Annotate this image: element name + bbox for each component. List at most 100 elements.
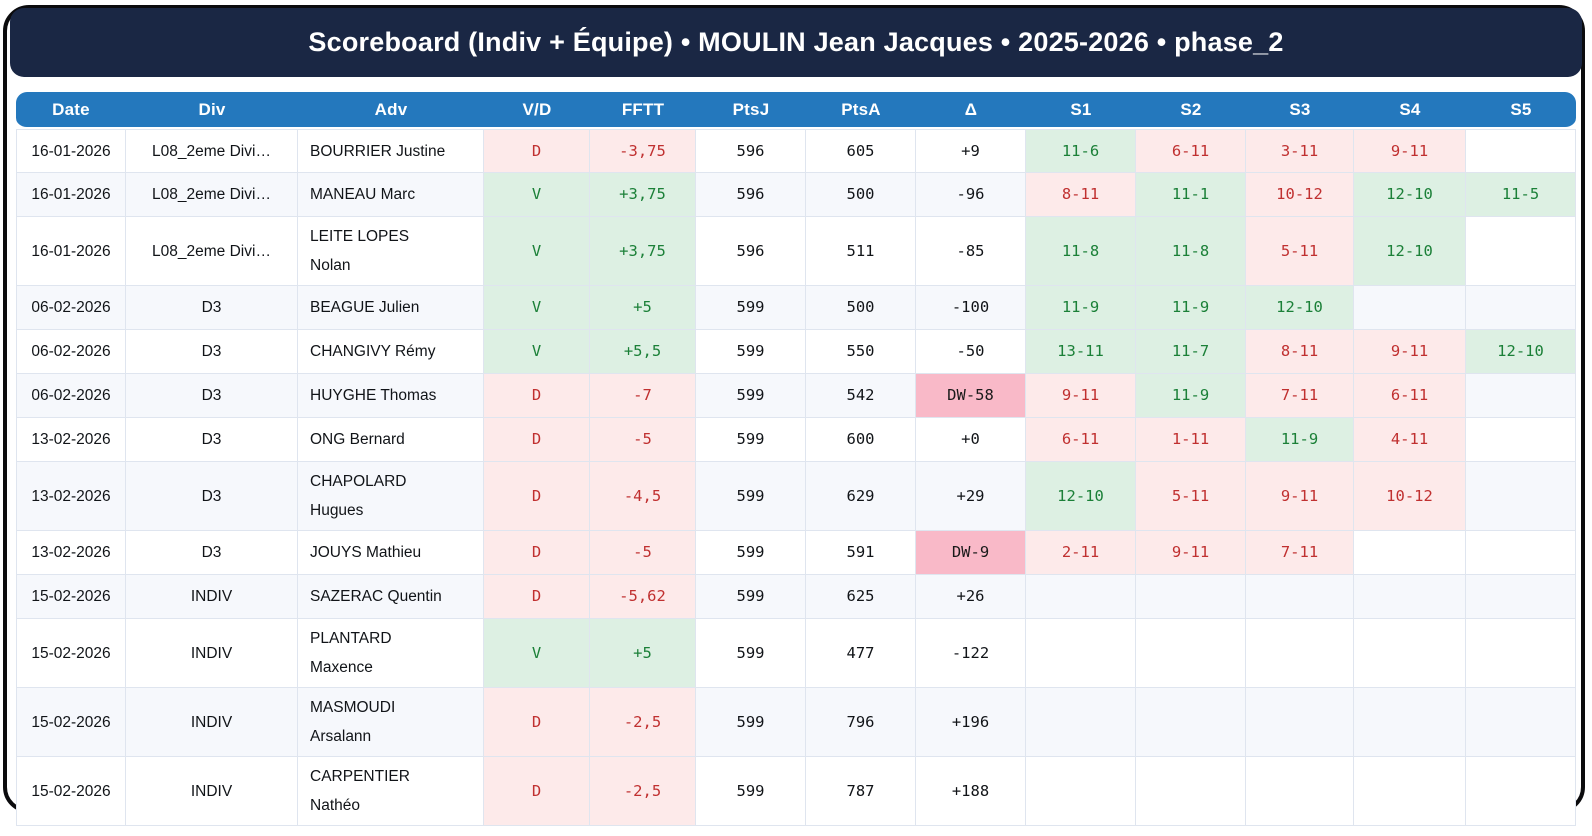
- set3-score-cell: [1246, 688, 1354, 757]
- points-adversary-cell: 477: [806, 619, 916, 688]
- adversary-cell: CHAPOLARD Hugues: [298, 462, 484, 531]
- set4-score-cell: 4-11: [1354, 418, 1466, 462]
- date-cell: 13-02-2026: [16, 531, 126, 575]
- delta-cell: +26: [916, 575, 1026, 619]
- date-cell: 06-02-2026: [16, 374, 126, 418]
- division-cell: L08_2eme Divi…: [126, 129, 298, 173]
- table-row: 15-02-2026 INDIV CARPENTIER Nathéo D -2,…: [16, 757, 1576, 826]
- set1-score-cell: [1026, 575, 1136, 619]
- set3-score-cell: [1246, 757, 1354, 826]
- points-played-cell: 599: [696, 462, 806, 531]
- set5-score-cell: 12-10: [1466, 330, 1576, 374]
- points-adversary-cell: 542: [806, 374, 916, 418]
- adversary-cell: SAZERAC Quentin: [298, 575, 484, 619]
- set5-score-cell: [1466, 619, 1576, 688]
- fftt-points-cell: +3,75: [590, 173, 696, 217]
- column-header: S1: [1026, 92, 1136, 129]
- points-adversary-cell: 629: [806, 462, 916, 531]
- points-played-cell: 599: [696, 531, 806, 575]
- fftt-points-cell: -5: [590, 531, 696, 575]
- set4-score-cell: 9-11: [1354, 330, 1466, 374]
- column-header: S2: [1136, 92, 1246, 129]
- delta-cell: -50: [916, 330, 1026, 374]
- result-cell: V: [484, 619, 590, 688]
- result-cell: V: [484, 217, 590, 286]
- table-row: 16-01-2026 L08_2eme Divi… LEITE LOPES No…: [16, 217, 1576, 286]
- adversary-cell: MANEAU Marc: [298, 173, 484, 217]
- column-header: FFTT: [590, 92, 696, 129]
- adversary-cell: ONG Bernard: [298, 418, 484, 462]
- set2-score-cell: 11-8: [1136, 217, 1246, 286]
- set2-score-cell: 5-11: [1136, 462, 1246, 531]
- points-adversary-cell: 600: [806, 418, 916, 462]
- set2-score-cell: [1136, 688, 1246, 757]
- column-header: Adv: [298, 92, 484, 129]
- result-cell: D: [484, 757, 590, 826]
- result-cell: D: [484, 374, 590, 418]
- division-cell: D3: [126, 286, 298, 330]
- fftt-points-cell: +5,5: [590, 330, 696, 374]
- set1-score-cell: [1026, 757, 1136, 826]
- set5-score-cell: [1466, 531, 1576, 575]
- set3-score-cell: 11-9: [1246, 418, 1354, 462]
- set3-score-cell: 3-11: [1246, 129, 1354, 173]
- set3-score-cell: 7-11: [1246, 531, 1354, 575]
- points-adversary-cell: 500: [806, 286, 916, 330]
- set1-score-cell: 13-11: [1026, 330, 1136, 374]
- points-adversary-cell: 591: [806, 531, 916, 575]
- table-row: 15-02-2026 INDIV MASMOUDI Arsalann D -2,…: [16, 688, 1576, 757]
- date-cell: 15-02-2026: [16, 688, 126, 757]
- points-played-cell: 599: [696, 757, 806, 826]
- set1-score-cell: 9-11: [1026, 374, 1136, 418]
- points-played-cell: 599: [696, 374, 806, 418]
- division-cell: INDIV: [126, 575, 298, 619]
- fftt-points-cell: -2,5: [590, 757, 696, 826]
- set4-score-cell: [1354, 619, 1466, 688]
- date-cell: 13-02-2026: [16, 462, 126, 531]
- date-cell: 16-01-2026: [16, 217, 126, 286]
- column-header: S3: [1246, 92, 1354, 129]
- adversary-cell: PLANTARD Maxence: [298, 619, 484, 688]
- set3-score-cell: [1246, 619, 1354, 688]
- set5-score-cell: [1466, 418, 1576, 462]
- fftt-points-cell: -2,5: [590, 688, 696, 757]
- delta-cell: +196: [916, 688, 1026, 757]
- table-body: 16-01-2026 L08_2eme Divi… BOURRIER Justi…: [16, 129, 1576, 826]
- set5-score-cell: [1466, 129, 1576, 173]
- header-row: Date Div Adv V/D FFTT PtsJ PtsA Δ S1 S2 S3 S4 S5: [16, 92, 1576, 129]
- set1-score-cell: [1026, 688, 1136, 757]
- points-adversary-cell: 511: [806, 217, 916, 286]
- delta-cell: +188: [916, 757, 1026, 826]
- set5-score-cell: [1466, 757, 1576, 826]
- division-cell: D3: [126, 330, 298, 374]
- delta-cell: -122: [916, 619, 1026, 688]
- set2-score-cell: 9-11: [1136, 531, 1246, 575]
- set1-score-cell: 6-11: [1026, 418, 1136, 462]
- result-cell: V: [484, 173, 590, 217]
- fftt-points-cell: -7: [590, 374, 696, 418]
- set4-score-cell: [1354, 575, 1466, 619]
- result-cell: D: [484, 418, 590, 462]
- fftt-points-cell: -5: [590, 418, 696, 462]
- set2-score-cell: 11-9: [1136, 286, 1246, 330]
- date-cell: 06-02-2026: [16, 286, 126, 330]
- fftt-points-cell: +3,75: [590, 217, 696, 286]
- date-cell: 06-02-2026: [16, 330, 126, 374]
- set5-score-cell: [1466, 688, 1576, 757]
- points-adversary-cell: 550: [806, 330, 916, 374]
- column-header: Δ: [916, 92, 1026, 129]
- column-header: Date: [16, 92, 126, 129]
- points-played-cell: 596: [696, 217, 806, 286]
- division-cell: L08_2eme Divi…: [126, 217, 298, 286]
- set4-score-cell: 12-10: [1354, 217, 1466, 286]
- points-played-cell: 599: [696, 688, 806, 757]
- adversary-cell: LEITE LOPES Nolan: [298, 217, 484, 286]
- set3-score-cell: 5-11: [1246, 217, 1354, 286]
- set4-score-cell: [1354, 286, 1466, 330]
- division-cell: D3: [126, 531, 298, 575]
- set3-score-cell: 7-11: [1246, 374, 1354, 418]
- points-adversary-cell: 500: [806, 173, 916, 217]
- points-played-cell: 599: [696, 418, 806, 462]
- set4-score-cell: 9-11: [1354, 129, 1466, 173]
- table-row: 16-01-2026 L08_2eme Divi… BOURRIER Justi…: [16, 129, 1576, 173]
